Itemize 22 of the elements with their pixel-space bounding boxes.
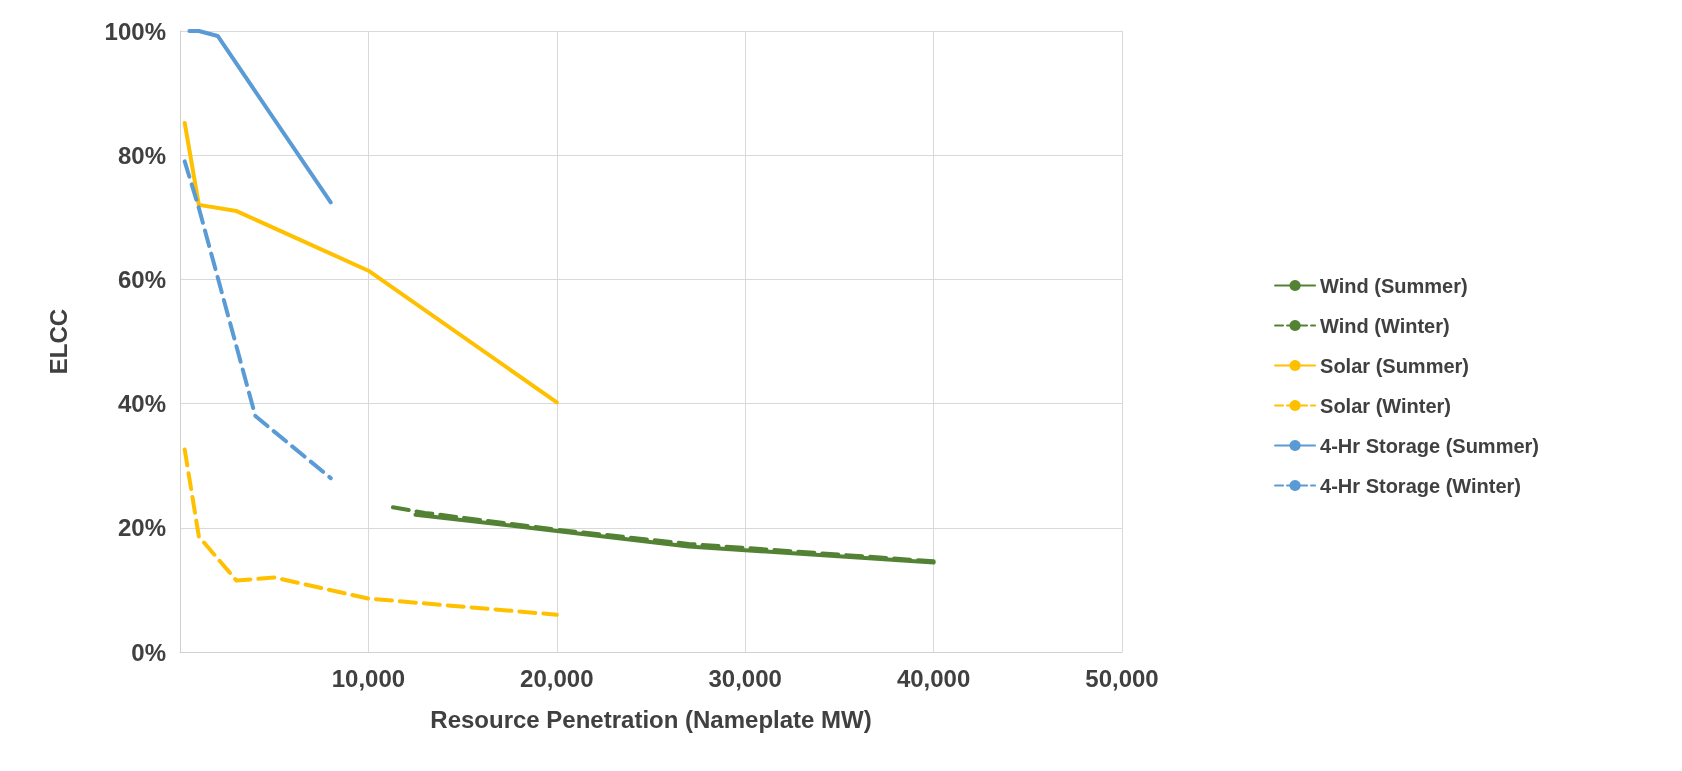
- legend-label: Solar (Winter): [1320, 394, 1451, 417]
- legend-label: Solar (Summer): [1320, 354, 1469, 377]
- line-series: [182, 447, 559, 617]
- x-tick-label: 30,000: [708, 664, 782, 692]
- x-tick-label: 20,000: [520, 664, 594, 692]
- y-axis-title: ELCC: [44, 308, 72, 375]
- y-tick-label: 100%: [104, 17, 166, 45]
- x-tick-label: 50,000: [1085, 664, 1159, 692]
- line-series: [182, 159, 333, 481]
- y-tick-label: 20%: [117, 514, 166, 542]
- x-tick-label: 10,000: [331, 664, 406, 692]
- y-tick-label: 0%: [131, 638, 166, 666]
- y-tick-label: 60%: [117, 265, 166, 293]
- legend-label: Wind (Winter): [1320, 314, 1450, 337]
- legend-label: 4-Hr Storage (Winter): [1320, 474, 1522, 497]
- x-tick-label: 40,000: [896, 664, 971, 692]
- y-tick-label: 80%: [117, 141, 166, 169]
- legend-label: Wind (Summer): [1320, 274, 1468, 297]
- legend-label: 4-Hr Storage (Summer): [1320, 434, 1539, 457]
- y-tick-label: 40%: [117, 390, 166, 418]
- line-series: [182, 120, 559, 405]
- x-axis-title: Resource Penetration (Nameplate MW): [430, 705, 872, 733]
